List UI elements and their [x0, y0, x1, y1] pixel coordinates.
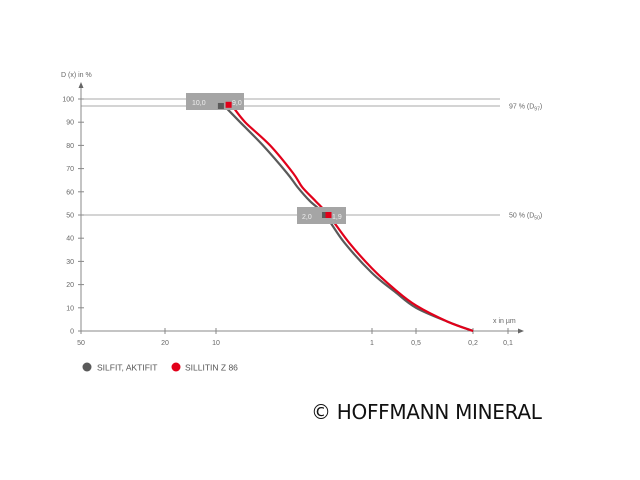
reference-label-97: 97 % (D97) — [509, 103, 542, 112]
y-tick-label: 30 — [66, 259, 74, 266]
y-tick-label: 100 — [62, 97, 74, 104]
axes: D (x) in % x in µm 0 10 20 30 40 50 60 70 80 90 100 5… — [61, 72, 524, 347]
y-axis-arrow-icon — [78, 82, 84, 88]
x-tick-label: 1 — [370, 340, 374, 347]
x-tick-label: 0,2 — [468, 340, 478, 347]
x-tick-label: 0,1 — [503, 340, 513, 347]
y-tick-label: 10 — [66, 305, 74, 312]
x-tick-label: 20 — [161, 340, 169, 347]
y-tick-label: 60 — [66, 189, 74, 196]
legend-marker-series-1 — [171, 362, 181, 372]
x-axis-label: x in µm — [493, 318, 516, 325]
x-axis-arrow-icon — [518, 328, 524, 334]
legend-label-series-1: SILLITIN Z 86 — [185, 363, 238, 373]
x-tick-label: 50 — [77, 340, 85, 347]
legend: SILFIT, AKTIFIT SILLITIN Z 86 — [82, 362, 238, 373]
legend-label-series-0: SILFIT, AKTIFIT — [97, 363, 157, 373]
d97-value-series-1: 9,0 — [232, 100, 242, 107]
copyright-text: © HOFFMANN MINERAL — [311, 400, 542, 424]
d97-value-series-0: 10,0 — [192, 100, 206, 107]
y-tick-label: 0 — [70, 329, 74, 336]
y-tick-label: 20 — [66, 282, 74, 289]
reference-lines: 97 % (D97) 50 % (D50) — [81, 98, 542, 222]
d50-marker-series-1 — [325, 212, 332, 218]
d50-value-series-1: 1,9 — [332, 214, 342, 221]
d97-marker-series-1 — [225, 101, 232, 108]
y-tick-label: 90 — [66, 120, 74, 127]
x-tick-label: 10 — [212, 340, 220, 347]
d50-marker-series-0 — [322, 212, 329, 218]
y-tick-label: 70 — [66, 166, 74, 173]
x-tick-label: 0,5 — [411, 340, 421, 347]
value-badges: 10,0 9,0 2,0 1,9 — [186, 93, 346, 224]
reference-label-50: 50 % (D50) — [509, 213, 542, 222]
d50-value-series-0: 2,0 — [302, 214, 312, 221]
y-tick-label: 80 — [66, 143, 74, 150]
legend-marker-series-0 — [82, 362, 92, 372]
d50-badge — [297, 207, 346, 224]
y-tick-label: 40 — [66, 236, 74, 243]
d97-marker-series-0 — [217, 102, 224, 109]
y-tick-label: 50 — [66, 213, 74, 220]
y-axis-label: D (x) in % — [61, 72, 92, 79]
